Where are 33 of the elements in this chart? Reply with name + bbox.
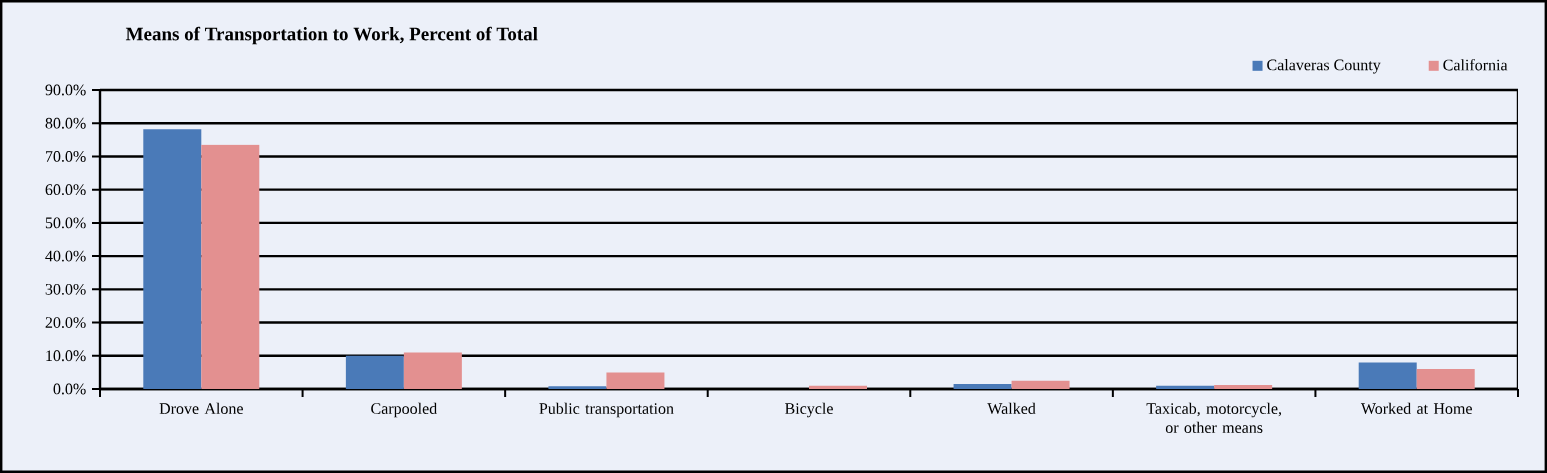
bar: [1214, 385, 1273, 389]
legend-label: Calaveras County: [1267, 59, 1381, 74]
y-tick-label: 10.0%: [46, 350, 86, 362]
y-tick-label: 0.0%: [53, 383, 86, 395]
y-tick-label: 90.0%: [45, 84, 86, 96]
y-tick-label: 20.0%: [45, 317, 86, 328]
bar: [403, 352, 462, 389]
bar: [953, 384, 1012, 389]
bar: [345, 355, 404, 389]
bar: [1358, 362, 1417, 389]
y-tick-label: 40.0%: [45, 250, 86, 262]
y-tick-label: 70.0%: [46, 151, 86, 162]
y-tick-label: 60.0%: [45, 184, 86, 196]
chart-title: Means of Transportation to Work, Percent of Total: [125, 26, 538, 45]
bar: [1416, 369, 1475, 389]
y-tick-label: 30.0%: [45, 283, 86, 295]
y-tick-label: 50.0%: [45, 217, 86, 229]
bar: [548, 386, 607, 389]
x-tick-label: Worked at Home: [1360, 402, 1472, 415]
bar: [1156, 385, 1215, 389]
bar: [143, 129, 202, 389]
x-tick-label: Public transportation: [539, 402, 674, 418]
x-tick-label: Carpooled: [371, 402, 438, 418]
bar: [201, 144, 260, 389]
bar: [809, 385, 867, 389]
x-tick-label: Walked: [987, 402, 1036, 415]
bar: [1011, 380, 1070, 389]
x-tick-label: Bicycle: [785, 402, 833, 418]
y-tick-label: 80.0%: [45, 117, 86, 129]
legend-label: California: [1443, 58, 1508, 71]
x-tick-label: Drove Alone: [159, 402, 243, 414]
bar: [606, 372, 665, 389]
x-tick-label: Taxicab, motorcycle, or other means: [1146, 402, 1281, 433]
